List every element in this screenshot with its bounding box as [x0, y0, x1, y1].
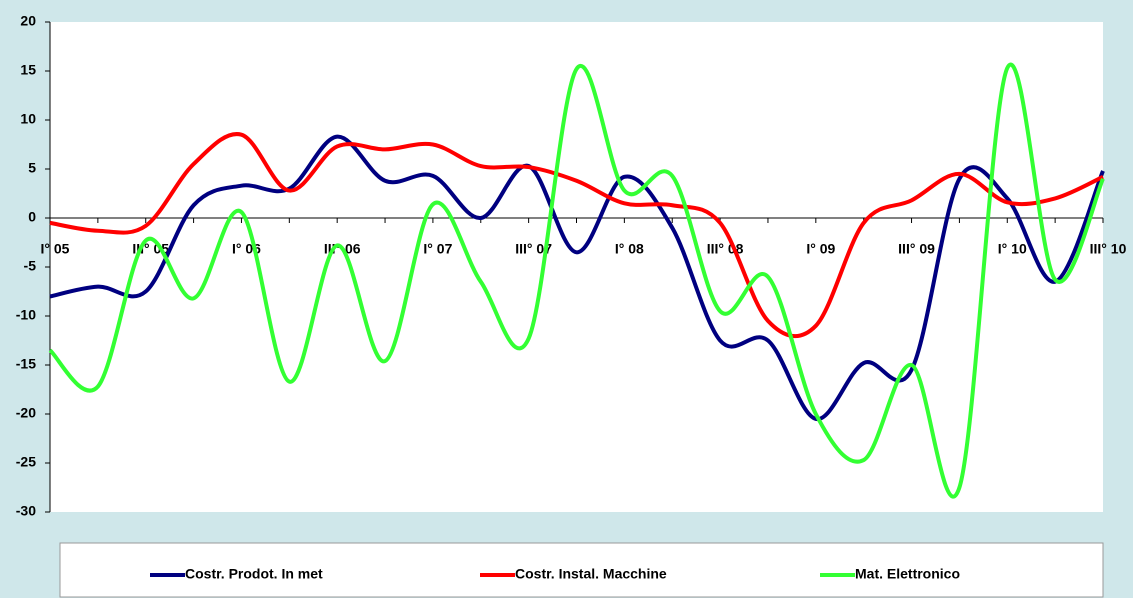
plot-area [50, 22, 1103, 512]
y-tick-label: -25 [16, 454, 36, 470]
y-tick-label: 5 [28, 160, 36, 176]
y-tick-label: -10 [16, 307, 36, 323]
y-tick-label: 10 [20, 111, 36, 127]
y-tick-label: -15 [16, 356, 36, 372]
y-tick-label: 15 [20, 62, 36, 78]
x-tick-label: I° 10 [998, 241, 1027, 257]
x-tick-label: I° 08 [615, 241, 644, 257]
x-tick-label: I° 05 [41, 241, 70, 257]
x-tick-label: III° 09 [898, 241, 935, 257]
x-tick-label: III° 10 [1090, 241, 1127, 257]
y-tick-label: 0 [28, 209, 36, 225]
legend-box [59, 542, 1104, 598]
series-line [48, 62, 1105, 499]
legend-label: Costr. Instal. Macchine [515, 566, 667, 582]
x-tick-label: I° 07 [423, 241, 452, 257]
series-line [49, 132, 1104, 338]
y-tick-label: -5 [24, 258, 37, 274]
x-tick-label: III° 07 [515, 241, 552, 257]
legend-label: Mat. Elettronico [855, 566, 960, 582]
y-tick-label: -30 [16, 503, 36, 519]
legend-label: Costr. Prodot. In met [185, 566, 323, 582]
x-tick-label: I° 09 [806, 241, 835, 257]
y-tick-label: -20 [16, 405, 36, 421]
y-tick-label: 20 [20, 13, 36, 29]
